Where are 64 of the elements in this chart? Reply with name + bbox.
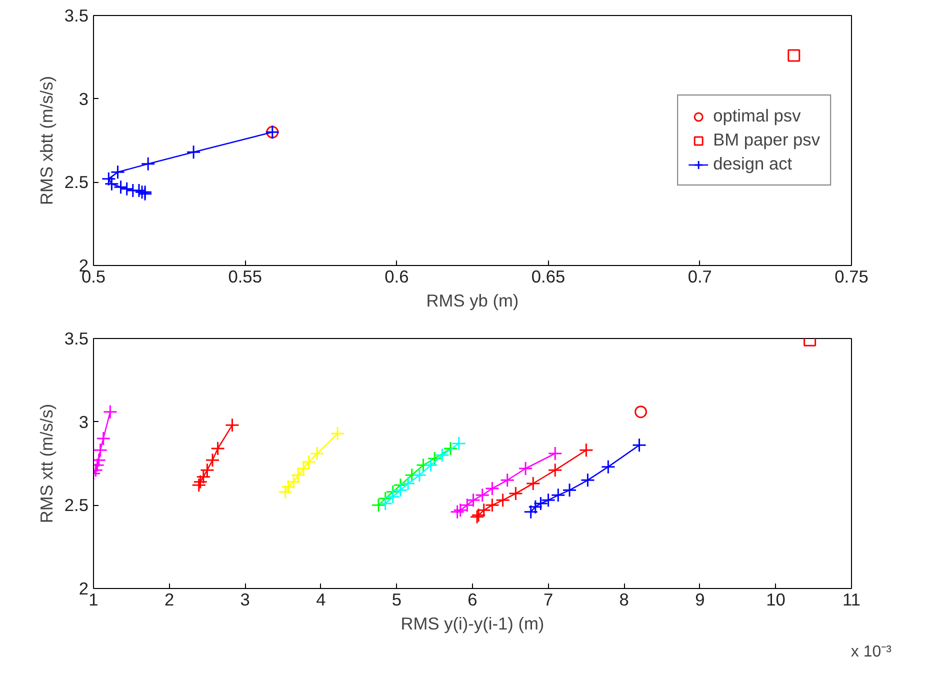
point bbox=[600, 460, 616, 474]
y-tick-label: 3 bbox=[78, 412, 89, 432]
y-tick-label: 3.5 bbox=[64, 6, 89, 26]
x-tick-label: 0.75 bbox=[834, 266, 868, 286]
point bbox=[634, 406, 648, 418]
x-tick-label: 10 bbox=[766, 590, 786, 610]
y-tick-label: 3 bbox=[78, 88, 89, 109]
x-tick-label: 0.55 bbox=[228, 266, 262, 286]
point bbox=[500, 472, 515, 488]
y-tick-label: 3.5 bbox=[64, 328, 89, 348]
x-tick-label: 8 bbox=[619, 590, 629, 610]
x-tick-label: 4 bbox=[316, 590, 326, 610]
point bbox=[94, 442, 108, 458]
point bbox=[210, 441, 226, 456]
point bbox=[104, 176, 119, 192]
point bbox=[434, 448, 450, 462]
y-tick-label: 2.5 bbox=[64, 495, 89, 516]
point bbox=[518, 461, 533, 476]
legend-label: optimal psv bbox=[713, 106, 801, 126]
point bbox=[224, 418, 240, 432]
point bbox=[94, 452, 106, 468]
point bbox=[548, 446, 562, 461]
x-tick-label: 6 bbox=[468, 590, 478, 610]
x-tick-label: 11 bbox=[842, 590, 861, 610]
x-tick-label: 0.65 bbox=[531, 266, 566, 286]
point bbox=[562, 482, 577, 498]
point bbox=[278, 484, 293, 500]
point bbox=[140, 156, 156, 172]
x-tick-label: 9 bbox=[695, 590, 705, 610]
point bbox=[548, 462, 562, 478]
x-tick-label: 3 bbox=[240, 590, 250, 610]
x-tick-label: 2 bbox=[164, 590, 174, 610]
point bbox=[186, 144, 201, 160]
point bbox=[424, 458, 438, 472]
point bbox=[580, 472, 595, 488]
point bbox=[632, 438, 647, 452]
point bbox=[496, 492, 510, 508]
point bbox=[443, 441, 458, 456]
point bbox=[526, 476, 540, 491]
x-tick-label: 0.7 bbox=[688, 266, 712, 286]
point bbox=[550, 488, 566, 502]
point bbox=[452, 436, 466, 451]
text: x 10⁻³ bbox=[850, 644, 892, 660]
y-axis-title: RMS xtt (m/s/s) bbox=[36, 404, 56, 524]
x-tick-label: 5 bbox=[392, 590, 402, 610]
point bbox=[412, 468, 427, 482]
x-axis-title: RMS y(i)-y(i-1) (m) bbox=[400, 614, 544, 634]
point bbox=[788, 49, 800, 62]
point bbox=[427, 451, 442, 466]
point bbox=[120, 182, 134, 196]
point bbox=[578, 442, 594, 458]
y-tick-label: 2.5 bbox=[64, 172, 89, 192]
legend-label: design act bbox=[713, 154, 792, 174]
legend-label: BM paper psv bbox=[713, 130, 820, 150]
point bbox=[508, 486, 523, 501]
x-tick-label: 1 bbox=[88, 590, 98, 610]
point bbox=[330, 426, 345, 441]
x-tick-label: 0.6 bbox=[384, 266, 409, 286]
x-tick-label: 7 bbox=[543, 590, 554, 610]
point bbox=[205, 452, 220, 468]
point bbox=[114, 180, 128, 194]
y-axis-title: RMS xbtt (m/s/s) bbox=[36, 76, 56, 205]
x-axis-title: RMS yb (m) bbox=[426, 290, 519, 310]
point bbox=[193, 474, 208, 490]
